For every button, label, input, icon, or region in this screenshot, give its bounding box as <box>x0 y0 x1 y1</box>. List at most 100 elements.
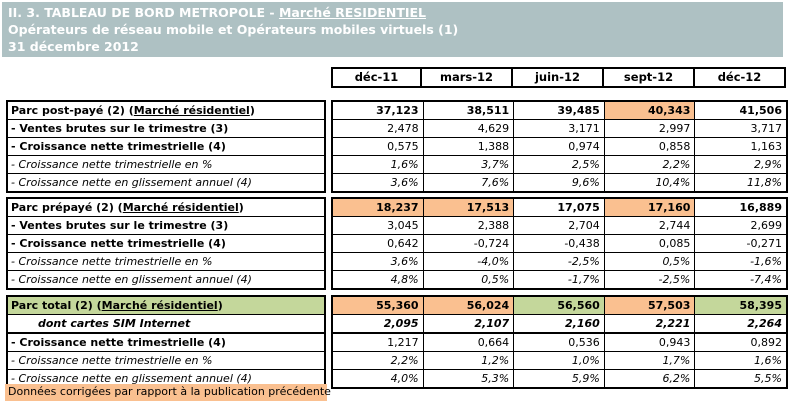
label-underlined: Marché résidentiel <box>133 104 250 117</box>
row-label-parc-total: Parc total (2) (Marché résidentiel) <box>8 297 324 315</box>
value-cell-highlighted: 40,343 <box>604 102 696 120</box>
value-cell: 0,943 <box>604 334 696 352</box>
value-cell: 2,744 <box>604 217 696 235</box>
value-cell-highlighted: 57,503 <box>604 297 696 315</box>
row-label-ventes-brutes: - Ventes brutes sur le trimestre (3) <box>8 120 324 138</box>
value-cell-highlighted: 55,360 <box>333 297 424 315</box>
block-labels: Parc post-payé (2) (Marché résidentiel) … <box>6 100 326 193</box>
value-cell: 2,2% <box>333 352 424 370</box>
value-cell: 0,575 <box>333 138 424 156</box>
row-label-cartes-sim: dont cartes SIM Internet <box>8 315 324 334</box>
value-cell: 2,5% <box>514 156 605 174</box>
value-cell-highlighted: 56,560 <box>514 297 605 315</box>
value-cell: -2,5% <box>605 271 696 288</box>
value-cell: 0,5% <box>424 271 515 288</box>
row-label-ventes-brutes: - Ventes brutes sur le trimestre (3) <box>8 217 324 235</box>
value-cell: 4,0% <box>333 370 424 387</box>
value-cell: 5,3% <box>424 370 515 387</box>
value-cell: -1,7% <box>514 271 605 288</box>
value-cell-highlighted: 58,395 <box>695 297 786 315</box>
value-cell: 3,6% <box>333 253 424 271</box>
value-cell: 3,717 <box>695 120 786 138</box>
value-cell: 2,095 <box>333 315 424 334</box>
block-data-grid: 37,123 38,511 39,485 40,343 41,506 2,478… <box>331 100 788 193</box>
value-cell: 7,6% <box>424 174 515 191</box>
value-cell: 0,642 <box>333 235 424 253</box>
value-cell: 37,123 <box>333 102 424 120</box>
value-cell: 1,217 <box>333 334 424 352</box>
label-text: ) <box>217 299 223 312</box>
title-band: II. 3. TABLEAU DE BORD METROPOLE - March… <box>2 2 783 57</box>
value-cell: 0,5% <box>604 253 696 271</box>
value-cell: 10,4% <box>605 174 696 191</box>
value-cell: 2,160 <box>514 315 605 334</box>
row-label-glissement-annuel: - Croissance nette en glissement annuel … <box>11 273 252 286</box>
value-cell: -0,271 <box>695 235 786 253</box>
value-cell: 2,107 <box>423 315 515 334</box>
page-date: 31 décembre 2012 <box>8 39 139 54</box>
block-data-grid: 18,237 17,513 17,075 17,160 16,889 3,045… <box>331 197 788 290</box>
value-cell-highlighted: 17,513 <box>423 199 515 217</box>
value-cell: 1,388 <box>423 138 515 156</box>
value-cell: 2,388 <box>423 217 515 235</box>
value-cell: 41,506 <box>695 102 786 120</box>
row-label-glissement-annuel: - Croissance nette en glissement annuel … <box>11 176 252 189</box>
value-cell: -7,4% <box>750 273 782 286</box>
value-cell: 6,2% <box>605 370 696 387</box>
value-cell: 2,9% <box>695 156 786 174</box>
column-header-sept12: sept-12 <box>604 67 695 88</box>
value-cell: 16,889 <box>695 199 786 217</box>
block-data-grid: 55,360 56,024 56,560 57,503 58,395 2,095… <box>331 295 788 389</box>
value-cell: 17,075 <box>514 199 605 217</box>
row-label-croissance-nette: - Croissance nette trimestrielle (4) <box>8 235 324 253</box>
value-cell: 0,858 <box>604 138 696 156</box>
value-cell-highlighted: 17,160 <box>604 199 696 217</box>
column-header-row: déc-11 mars-12 juin-12 sept-12 déc-12 <box>331 67 786 88</box>
value-cell: -2,5% <box>514 253 605 271</box>
value-cell: 2,2% <box>604 156 696 174</box>
page-title-market: Marché RESIDENTIEL <box>278 5 427 20</box>
row-label-croissance-nette: - Croissance nette trimestrielle (4) <box>8 138 324 156</box>
value-cell: 1,0% <box>514 352 605 370</box>
value-cell: 11,8% <box>747 176 782 189</box>
value-cell: 4,629 <box>423 120 515 138</box>
value-cell: 1,6% <box>333 156 424 174</box>
label-underlined: Marché résidentiel <box>122 201 239 214</box>
row-label-croissance-pct: - Croissance nette trimestrielle en % <box>8 253 324 271</box>
value-cell: 39,485 <box>514 102 605 120</box>
block-labels: Parc total (2) (Marché résidentiel) dont… <box>6 295 326 389</box>
row-label-parc-post-paye: Parc post-payé (2) (Marché résidentiel) <box>8 102 324 120</box>
value-cell: 3,6% <box>333 174 424 191</box>
label-text: ) <box>238 201 244 214</box>
value-cell: 2,221 <box>604 315 696 334</box>
value-cell: 4,8% <box>333 271 424 288</box>
row-label-parc-prepaye: Parc prépayé (2) (Marché résidentiel) <box>8 199 324 217</box>
value-cell-highlighted: 56,024 <box>423 297 515 315</box>
label-underlined: Marché résidentiel <box>101 299 218 312</box>
row-label-croissance-pct: - Croissance nette trimestrielle en % <box>8 352 324 370</box>
value-cell: 9,6% <box>514 174 605 191</box>
value-cell: 1,7% <box>604 352 696 370</box>
label-text: ) <box>249 104 255 117</box>
page-subtitle: Opérateurs de réseau mobile et Opérateur… <box>8 22 459 37</box>
value-cell: -1,6% <box>695 253 786 271</box>
value-cell: 0,974 <box>514 138 605 156</box>
value-cell: 3,171 <box>514 120 605 138</box>
value-cell: 3,7% <box>423 156 515 174</box>
label-text: Parc prépayé (2) ( <box>11 201 123 214</box>
value-cell: 0,085 <box>604 235 696 253</box>
column-header-juin12: juin-12 <box>513 67 604 88</box>
label-text: Parc total (2) ( <box>11 299 102 312</box>
value-cell: 2,997 <box>604 120 696 138</box>
value-cell: 5,5% <box>754 372 782 385</box>
row-label-glissement-annuel: - Croissance nette en glissement annuel … <box>11 372 252 385</box>
value-cell: -4,0% <box>423 253 515 271</box>
value-cell: 0,664 <box>423 334 515 352</box>
row-label-croissance-pct: - Croissance nette trimestrielle en % <box>8 156 324 174</box>
value-cell: 5,9% <box>514 370 605 387</box>
value-cell: 2,704 <box>514 217 605 235</box>
value-cell: -0,438 <box>514 235 605 253</box>
value-cell: 2,478 <box>333 120 424 138</box>
value-cell: 38,511 <box>423 102 515 120</box>
